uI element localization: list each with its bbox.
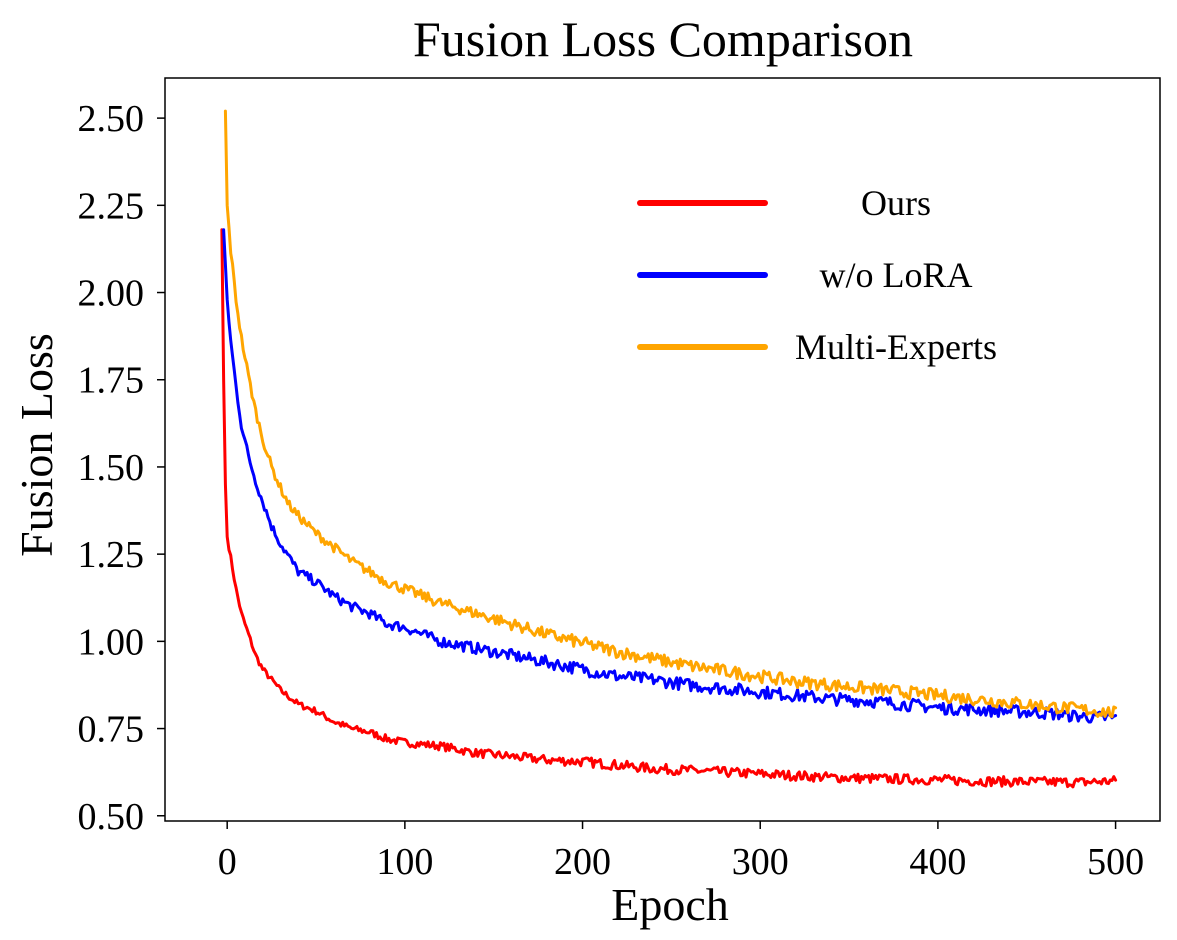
legend-label: Ours <box>861 183 931 223</box>
chart-title: Fusion Loss Comparison <box>413 11 913 67</box>
x-tick-label: 500 <box>1087 841 1144 883</box>
y-tick-label: 1.00 <box>78 621 145 663</box>
x-axis-label: Epoch <box>611 879 729 930</box>
x-tick-label: 0 <box>218 841 237 883</box>
plot-frame <box>164 77 1161 822</box>
x-axis-ticks: 0 100 200 300 400 500 <box>218 821 1144 883</box>
y-tick-label: 2.50 <box>78 98 145 140</box>
y-axis-ticks: 0.50 0.75 1.00 1.25 1.50 1.75 2.00 2.25 2.50 <box>78 98 165 838</box>
legend-label: Multi-Experts <box>795 327 997 367</box>
series-line-multi-experts <box>223 109 1118 719</box>
y-tick-label: 2.25 <box>78 185 145 227</box>
x-tick-label: 300 <box>732 841 789 883</box>
x-tick-label: 200 <box>554 841 611 883</box>
y-axis-label: Fusion Loss <box>11 333 62 557</box>
y-tick-label: 1.50 <box>78 447 145 489</box>
y-tick-label: 1.25 <box>78 534 145 576</box>
y-tick-label: 1.75 <box>78 360 145 402</box>
y-tick-label: 2.00 <box>78 273 145 315</box>
y-tick-label: 0.75 <box>78 709 145 751</box>
series-line-ours <box>220 228 1118 789</box>
plot-area <box>220 109 1118 789</box>
x-tick-label: 400 <box>909 841 966 883</box>
legend: Ours w/o LoRA Multi-Experts <box>637 183 997 367</box>
series-layer <box>220 109 1118 789</box>
series-line-w-o-lora <box>222 228 1118 724</box>
x-tick-label: 100 <box>376 841 433 883</box>
legend-label: w/o LoRA <box>820 255 973 295</box>
y-tick-label: 0.50 <box>78 796 145 838</box>
